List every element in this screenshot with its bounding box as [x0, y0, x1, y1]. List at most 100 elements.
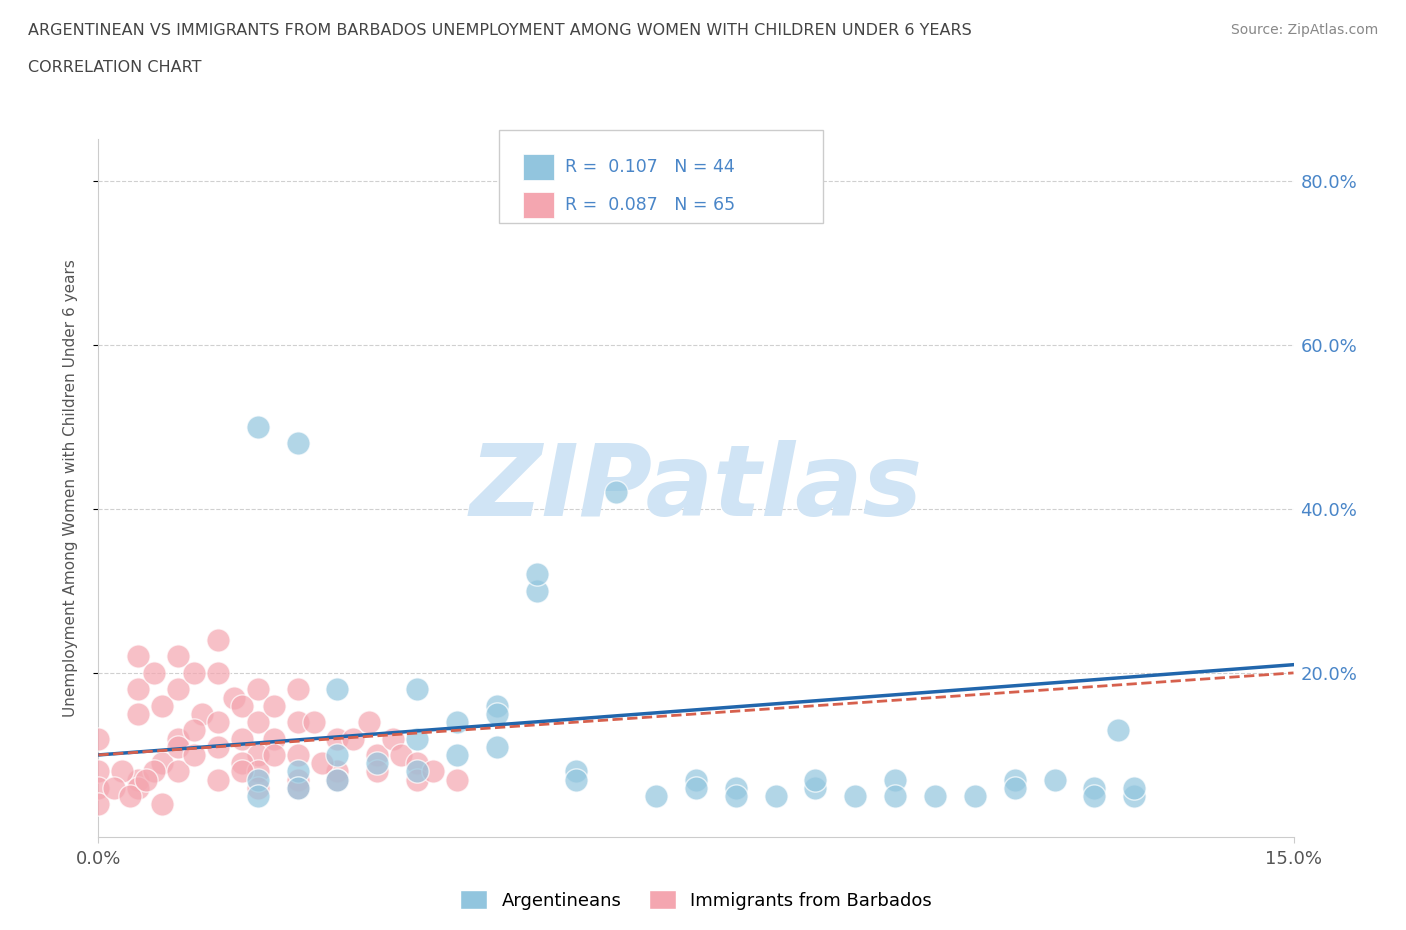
Point [804, 780, 827, 795]
Point [1004, 772, 1026, 787]
Point [287, 772, 309, 787]
Point [246, 714, 269, 729]
Point [1107, 723, 1129, 737]
Point [127, 780, 149, 795]
Point [1043, 772, 1066, 787]
Y-axis label: Unemployment Among Women with Children Under 6 years: Unemployment Among Women with Children U… [63, 259, 77, 717]
Point [263, 748, 285, 763]
Point [565, 772, 588, 787]
Point [406, 731, 429, 746]
Point [246, 748, 269, 763]
Point [605, 485, 627, 499]
Point [87, 731, 110, 746]
Point [263, 731, 285, 746]
Point [1083, 789, 1105, 804]
Point [389, 748, 412, 763]
Point [120, 789, 142, 804]
Text: Source: ZipAtlas.com: Source: ZipAtlas.com [1230, 23, 1378, 37]
Point [167, 731, 190, 746]
Point [406, 682, 429, 697]
Point [167, 739, 190, 754]
Point [685, 780, 707, 795]
Point [287, 748, 309, 763]
Point [246, 772, 269, 787]
Point [287, 435, 309, 450]
Point [326, 772, 349, 787]
Point [127, 649, 149, 664]
Point [167, 764, 190, 778]
Point [287, 764, 309, 778]
Point [342, 731, 364, 746]
Text: R =  0.107   N = 44: R = 0.107 N = 44 [565, 158, 735, 177]
Legend: Argentineans, Immigrants from Barbados: Argentineans, Immigrants from Barbados [451, 882, 941, 919]
Point [366, 764, 388, 778]
Point [844, 789, 866, 804]
Point [366, 756, 388, 771]
Point [1123, 780, 1146, 795]
Point [207, 714, 229, 729]
Point [359, 714, 381, 729]
Point [87, 764, 110, 778]
Point [446, 772, 468, 787]
Point [406, 772, 429, 787]
Point [724, 789, 747, 804]
Point [326, 772, 349, 787]
Point [526, 567, 548, 582]
Point [246, 419, 269, 434]
Point [246, 764, 269, 778]
Point [191, 707, 214, 722]
Point [183, 666, 205, 681]
Point [207, 632, 229, 647]
Point [127, 707, 149, 722]
Point [485, 698, 508, 713]
Point [231, 731, 253, 746]
Point [645, 789, 668, 804]
Point [924, 789, 946, 804]
Point [724, 780, 747, 795]
Point [287, 780, 309, 795]
Point [183, 723, 205, 737]
Point [963, 789, 986, 804]
Point [422, 764, 444, 778]
Point [326, 748, 349, 763]
Point [143, 666, 166, 681]
Point [150, 756, 173, 771]
Point [87, 797, 110, 812]
Point [207, 739, 229, 754]
Text: CORRELATION CHART: CORRELATION CHART [28, 60, 201, 75]
Point [446, 714, 468, 729]
Point [1123, 789, 1146, 804]
Point [143, 764, 166, 778]
Point [127, 772, 149, 787]
Point [263, 698, 285, 713]
Point [1083, 780, 1105, 795]
Point [685, 772, 707, 787]
Point [103, 780, 125, 795]
Text: R =  0.087   N = 65: R = 0.087 N = 65 [565, 195, 735, 214]
Point [765, 789, 787, 804]
Point [287, 714, 309, 729]
Point [287, 780, 309, 795]
Point [302, 714, 325, 729]
Point [287, 682, 309, 697]
Point [207, 772, 229, 787]
Point [485, 739, 508, 754]
Point [884, 772, 907, 787]
Point [231, 764, 253, 778]
Point [406, 756, 429, 771]
Point [326, 731, 349, 746]
Point [207, 666, 229, 681]
Point [246, 789, 269, 804]
Point [366, 748, 388, 763]
Point [406, 764, 429, 778]
Point [127, 682, 149, 697]
Point [326, 764, 349, 778]
Point [183, 748, 205, 763]
Point [526, 583, 548, 598]
Point [231, 698, 253, 713]
Point [382, 731, 405, 746]
Point [135, 772, 157, 787]
Point [246, 682, 269, 697]
Point [222, 690, 245, 705]
Point [884, 789, 907, 804]
